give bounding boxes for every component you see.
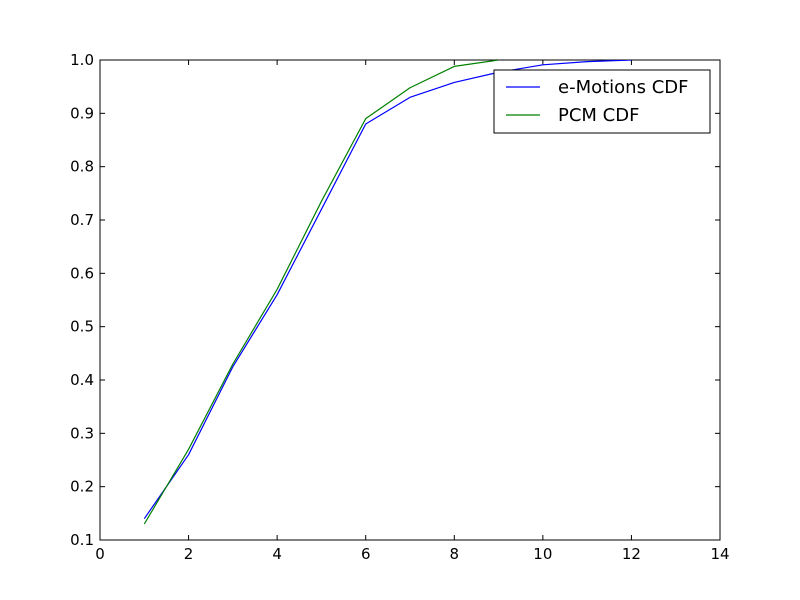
legend-box [493,69,711,134]
y-tick-label: 0.1 [70,531,94,549]
x-tick-label: 8 [450,545,460,563]
y-tick-label: 0.6 [70,264,94,282]
plot-area [99,59,721,541]
y-tick-label: 1.0 [70,51,94,69]
y-tick-label: 0.2 [70,478,94,496]
x-tick-label: 0 [95,545,105,563]
y-tick-label: 0.5 [70,318,94,336]
axis-ticks: 0 2 4 6 8 10 12 14 0.1 0.2 0.3 0.4 0.5 0.6 0.7 0.8 0.9 1.… [70,51,729,563]
y-tick-label: 0.8 [70,158,94,176]
x-tick-label: 6 [361,545,371,563]
x-tick-label: 12 [622,545,641,563]
y-tick-label: 0.4 [70,371,94,389]
y-tick-label: 0.3 [70,424,94,442]
series-line-e-motions-cdf [143,60,632,520]
x-tick-label: 14 [710,545,729,563]
plot-border [99,59,721,541]
legend-label-pcm-cdf: PCM CDF [558,105,639,126]
y-tick-label: 0.7 [70,211,94,229]
y-tick-label: 0.9 [70,104,94,122]
series-lines [143,59,632,525]
x-tick-label: 2 [184,545,194,563]
legend: e-Motions CDF PCM CDF [493,69,711,134]
legend-label-e-motions-cdf: e-Motions CDF [558,77,688,98]
x-tick-label: 10 [533,545,552,563]
x-tick-label: 4 [272,545,282,563]
